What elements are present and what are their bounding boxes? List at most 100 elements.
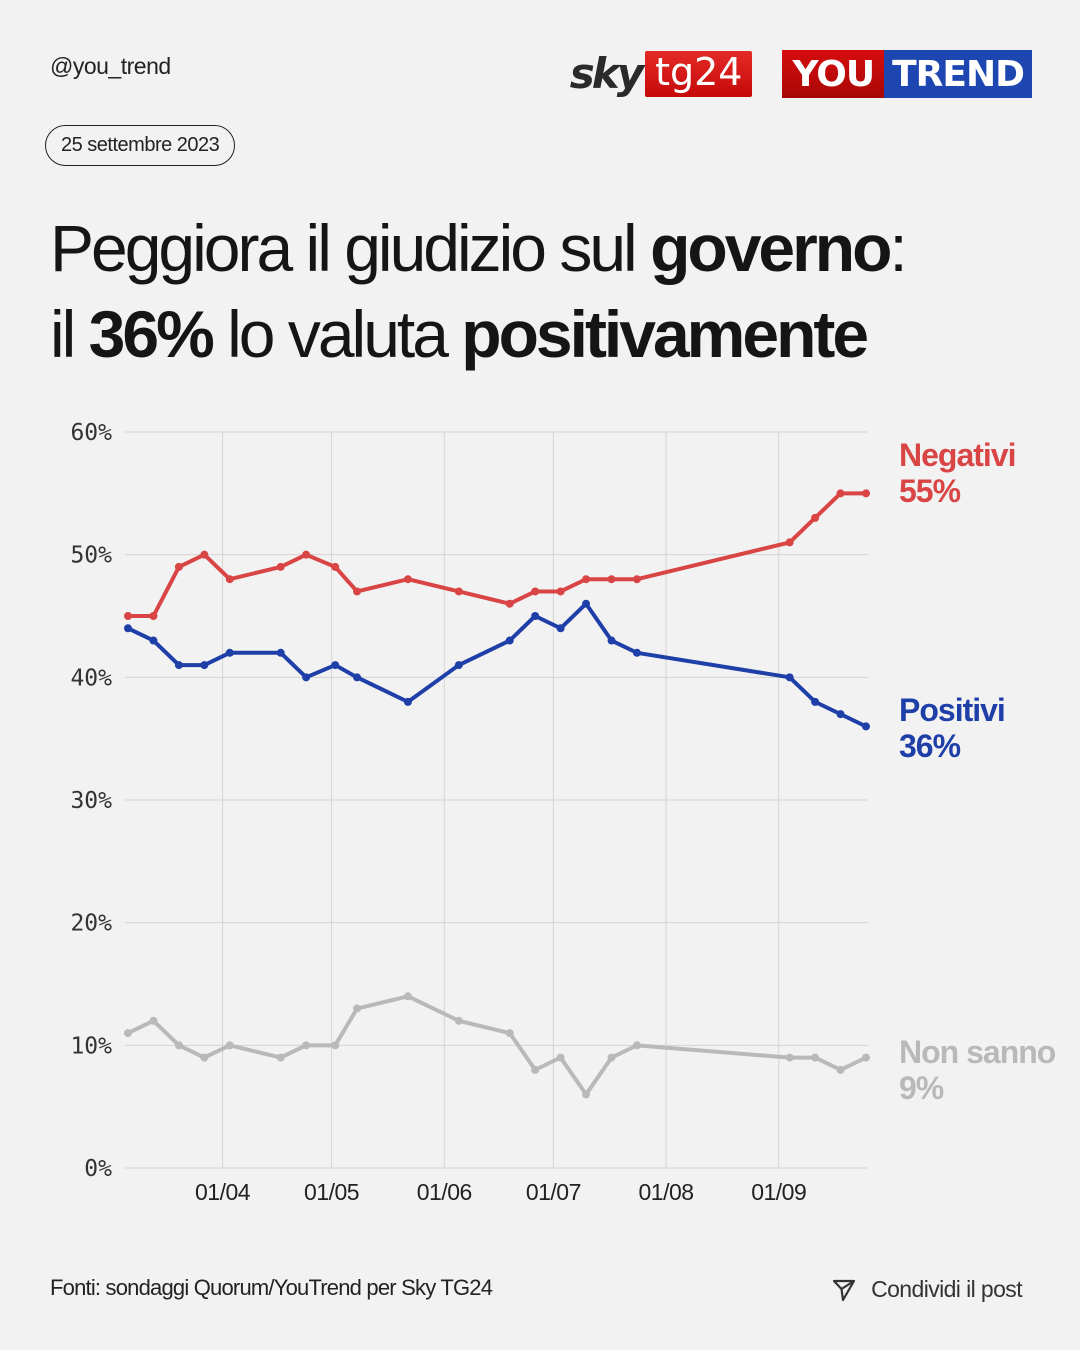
youtrend-logo-trend: TREND xyxy=(884,50,1032,98)
sky-logo-word: sky xyxy=(569,49,644,98)
x-tick-label: 01/05 xyxy=(304,1179,359,1205)
x-axis-ticks: 01/04 01/05 01/06 01/07 01/08 01/09 xyxy=(195,1179,807,1205)
line-chart: 0% 10% 20% 30% 40% 50% 60% 01/04 01/05 01/06 01/0… xyxy=(70,420,1057,1205)
data-point xyxy=(149,1016,158,1025)
data-point xyxy=(225,1041,234,1050)
title-line2: il 36% lo valuta positivamente xyxy=(50,297,869,371)
y-axis-ticks: 0% 10% 20% 30% 40% 50% 60% xyxy=(70,420,112,1182)
handle[interactable]: @you_trend xyxy=(50,53,171,79)
data-point xyxy=(862,722,870,731)
data-point xyxy=(302,1041,311,1050)
source-note: Fonti: sondaggi Quorum/YouTrend per Sky … xyxy=(50,1275,493,1300)
tg24-logo-box: tg24 xyxy=(645,51,753,97)
grid-lines xyxy=(125,431,868,1169)
data-point xyxy=(331,1041,340,1050)
series-label-name: Positivi xyxy=(899,692,1005,728)
data-point xyxy=(225,648,234,657)
y-tick-label: 60% xyxy=(70,420,112,446)
data-point xyxy=(276,562,285,571)
data-point xyxy=(124,1029,132,1038)
title-text: lo valuta xyxy=(211,297,462,371)
series-line-positivi xyxy=(126,601,868,729)
data-point xyxy=(149,636,158,645)
data-point xyxy=(174,562,183,571)
title-bold-percent: 36% xyxy=(88,297,215,371)
data-point xyxy=(454,587,463,596)
data-point xyxy=(174,1041,183,1050)
data-point xyxy=(785,673,794,682)
date-badge: 25 settembre 2023 xyxy=(45,125,236,166)
data-point xyxy=(607,575,616,584)
data-point xyxy=(174,661,183,670)
y-tick-label: 0% xyxy=(84,1156,112,1182)
logos: sky tg24 YOU TREND xyxy=(570,50,1032,98)
data-point xyxy=(276,648,285,657)
data-point xyxy=(505,636,514,645)
y-tick-label: 10% xyxy=(70,1033,112,1059)
data-point xyxy=(353,1004,362,1013)
data-point xyxy=(531,612,540,620)
series-lines xyxy=(124,489,870,1099)
share-label: Condividi il post xyxy=(871,1276,1022,1302)
send-icon xyxy=(833,1279,856,1301)
data-point xyxy=(811,513,820,522)
data-point xyxy=(353,587,362,596)
sky-tg24-logo: sky tg24 xyxy=(570,51,753,97)
title-line1: Peggiora il giudizio sul governo: xyxy=(50,211,908,285)
series-label-value: 55% xyxy=(899,473,961,509)
series-label-name: Negativi xyxy=(899,437,1015,473)
data-point xyxy=(632,1041,641,1050)
x-tick-label: 01/06 xyxy=(417,1179,472,1205)
y-tick-label: 50% xyxy=(70,543,112,569)
data-point xyxy=(582,575,591,584)
data-point xyxy=(276,1053,285,1062)
data-point xyxy=(302,550,311,559)
data-point xyxy=(200,1053,209,1062)
data-point xyxy=(403,992,412,1001)
title-colon: : xyxy=(889,211,907,285)
title-text: Peggiora il giudizio sul xyxy=(50,211,651,285)
data-point xyxy=(607,636,616,645)
y-tick-label: 40% xyxy=(70,665,112,691)
data-point xyxy=(811,697,820,706)
x-tick-label: 01/09 xyxy=(751,1179,806,1205)
series-label-value: 36% xyxy=(899,728,961,764)
data-point xyxy=(607,1053,616,1062)
series-negativi xyxy=(124,489,870,620)
data-point xyxy=(454,661,463,670)
x-tick-label: 01/08 xyxy=(639,1179,694,1205)
data-point xyxy=(200,661,209,670)
data-point xyxy=(149,612,158,620)
share-post-button[interactable]: Condividi il post xyxy=(831,1276,1023,1303)
data-point xyxy=(331,562,340,571)
title-text: il xyxy=(50,297,89,371)
series-label-value: 9% xyxy=(899,1070,944,1106)
data-point xyxy=(556,624,565,633)
title-bold-positivamente: positivamente xyxy=(461,297,869,371)
data-point xyxy=(836,1065,845,1074)
data-point xyxy=(124,612,132,620)
data-point xyxy=(836,710,845,719)
data-point xyxy=(785,1053,794,1062)
data-point xyxy=(582,599,591,608)
data-point xyxy=(556,1053,565,1062)
y-tick-label: 30% xyxy=(70,788,112,814)
data-point xyxy=(582,1090,591,1099)
data-point xyxy=(225,575,234,584)
data-point xyxy=(531,1065,540,1074)
youtrend-logo: YOU TREND xyxy=(782,50,1032,98)
data-point xyxy=(353,673,362,682)
y-tick-label: 20% xyxy=(70,911,112,937)
data-point xyxy=(836,489,845,498)
series-label-name: Non sanno xyxy=(899,1034,1056,1070)
data-point xyxy=(632,575,641,584)
x-tick-label: 01/04 xyxy=(195,1179,251,1205)
data-point xyxy=(403,575,412,584)
data-point xyxy=(785,538,794,547)
data-point xyxy=(200,550,209,559)
youtrend-logo-you: YOU xyxy=(782,50,885,98)
